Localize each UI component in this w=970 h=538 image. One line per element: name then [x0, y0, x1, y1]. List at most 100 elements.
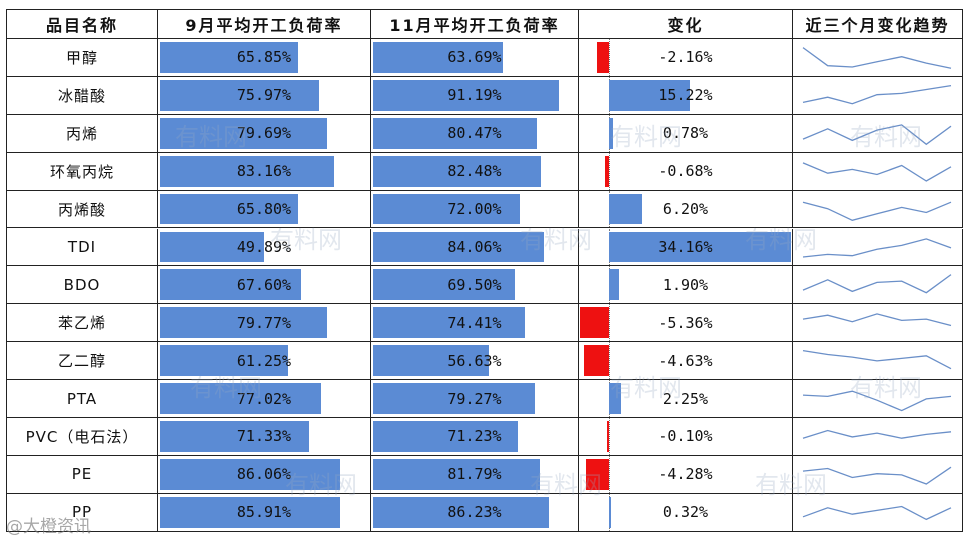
change-cell: 0.32%	[579, 493, 793, 532]
product-name: 苯乙烯	[7, 304, 158, 343]
change-bar	[609, 117, 614, 149]
change-axis	[609, 455, 610, 493]
sep-rate-value: 79.69%	[236, 124, 292, 143]
nov-rate-cell: 84.06%	[371, 228, 579, 267]
nov-rate-cell: 79.27%	[371, 380, 579, 418]
trend-sparkline	[802, 47, 952, 69]
load-rate-table: 品目名称 9月平均开工负荷率 11月平均开工负荷率 变化 近三个月变化趋势 甲醇 65.85…	[6, 9, 963, 532]
sep-rate-cell: 67.60%	[158, 266, 371, 305]
change-value: 0.78%	[662, 124, 709, 143]
nov-rate-value: 81.79%	[447, 465, 502, 484]
change-value: -2.16%	[658, 48, 713, 67]
sep-rate-cell: 75.97%	[158, 76, 371, 115]
trend-line	[802, 429, 952, 439]
sep-rate-value: 65.80%	[236, 200, 292, 219]
change-cell: 2.25%	[579, 380, 793, 418]
trend-line	[802, 274, 952, 294]
sep-rate-cell: 65.85%	[158, 39, 371, 77]
sep-rate-cell: 83.16%	[158, 152, 371, 191]
trend-cell	[793, 228, 963, 267]
trend-cell	[793, 76, 963, 115]
trend-line	[802, 47, 952, 69]
nov-rate-bar	[373, 193, 520, 225]
change-cell: -4.28%	[579, 455, 793, 494]
change-axis	[609, 152, 610, 190]
nov-rate-bar	[373, 269, 515, 301]
product-name: 丙烯酸	[7, 190, 158, 229]
sep-rate-bar	[160, 345, 288, 377]
nov-rate-bar	[373, 155, 542, 187]
nov-rate-value: 63.69%	[447, 48, 502, 67]
trend-cell	[793, 493, 963, 532]
change-value: -0.10%	[658, 427, 713, 446]
nov-rate-value: 69.50%	[447, 275, 502, 294]
change-axis	[609, 418, 610, 455]
nov-rate-bar	[373, 307, 525, 339]
trend-sparkline	[802, 466, 952, 485]
product-name: PTA	[7, 380, 158, 418]
trend-sparkline	[802, 237, 952, 258]
sep-rate-cell: 49.89%	[158, 228, 371, 267]
sep-rate-cell: 61.25%	[158, 342, 371, 381]
sep-rate-cell: 79.77%	[158, 304, 371, 343]
change-bar-negative	[580, 307, 609, 339]
trend-line	[802, 505, 952, 520]
change-axis	[609, 304, 610, 342]
trend-sparkline	[802, 390, 952, 412]
trend-cell	[793, 266, 963, 305]
trend-line	[802, 123, 952, 145]
change-value: -4.28%	[658, 465, 713, 484]
change-bar-negative	[597, 42, 609, 73]
product-name: PE	[7, 455, 158, 494]
nov-rate-cell: 63.69%	[371, 39, 579, 77]
header-product: 品目名称	[7, 10, 158, 39]
sep-rate-value: 77.02%	[236, 389, 292, 408]
sep-rate-bar	[160, 496, 340, 528]
sep-rate-value: 79.77%	[236, 313, 292, 332]
sep-rate-cell: 86.06%	[158, 455, 371, 494]
change-cell: -4.63%	[579, 342, 793, 381]
change-value: 34.16%	[658, 237, 713, 256]
sep-rate-bar	[160, 155, 334, 187]
trend-cell	[793, 418, 963, 456]
sep-rate-bar	[160, 458, 340, 490]
trend-line	[802, 390, 952, 412]
product-name: TDI	[7, 228, 158, 267]
sep-rate-bar	[160, 193, 298, 225]
change-bar	[609, 231, 791, 263]
header-change: 变化	[579, 10, 793, 39]
nov-rate-cell: 80.47%	[371, 114, 579, 153]
header-nov-rate: 11月平均开工负荷率	[371, 10, 579, 39]
trend-cell	[793, 455, 963, 494]
change-cell: -0.10%	[579, 418, 793, 456]
nov-rate-cell: 86.23%	[371, 493, 579, 532]
trend-line	[802, 84, 952, 105]
change-value: -4.63%	[658, 351, 713, 370]
sep-rate-cell: 79.69%	[158, 114, 371, 153]
trend-sparkline	[802, 313, 952, 327]
sep-rate-value: 61.25%	[236, 351, 292, 370]
change-bar-negative	[607, 421, 609, 452]
sep-rate-bar	[160, 79, 319, 111]
change-cell: -0.68%	[579, 152, 793, 191]
sep-rate-value: 49.89%	[236, 237, 292, 256]
change-cell: -5.36%	[579, 304, 793, 343]
product-name: 冰醋酸	[7, 76, 158, 115]
change-bar	[609, 193, 643, 225]
sep-rate-cell: 77.02%	[158, 380, 371, 418]
change-bar-negative	[605, 155, 609, 187]
product-name: 乙二醇	[7, 342, 158, 381]
trend-line	[802, 237, 952, 258]
change-bar-negative	[584, 345, 609, 377]
nov-rate-cell: 71.23%	[371, 418, 579, 456]
trend-cell	[793, 342, 963, 381]
trend-sparkline	[802, 123, 952, 145]
trend-sparkline	[802, 274, 952, 294]
nov-rate-value: 72.00%	[447, 200, 502, 219]
change-bar	[609, 383, 621, 414]
nov-rate-value: 79.27%	[447, 389, 502, 408]
change-cell: 0.78%	[579, 114, 793, 153]
trend-sparkline	[802, 350, 952, 370]
sep-rate-cell: 71.33%	[158, 418, 371, 456]
sep-rate-value: 71.33%	[236, 427, 292, 446]
